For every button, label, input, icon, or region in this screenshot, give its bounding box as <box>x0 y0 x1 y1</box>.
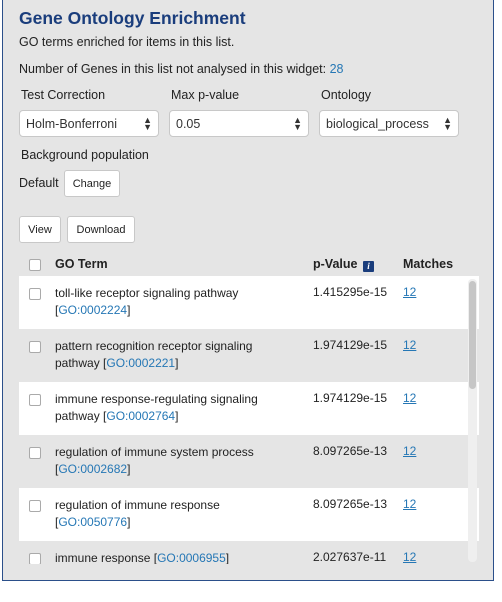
results-table-body: toll-like receptor signaling pathway [GO:… <box>19 276 479 564</box>
header-pvalue-label: p-Value <box>313 257 358 271</box>
go-term-cell: toll-like receptor signaling pathway [GO:… <box>55 286 239 317</box>
pvalue-cell: 8.097265e-13 <box>313 444 388 458</box>
change-background-button[interactable]: Change <box>64 170 120 197</box>
max-pvalue-select[interactable]: 0.05 ▲ ▼ <box>169 110 309 137</box>
matches-link[interactable]: 12 <box>403 497 417 511</box>
table-header: GO Term p-Value i Matches <box>19 250 479 274</box>
row-checkbox[interactable] <box>29 288 41 300</box>
go-term-name: immune response-regulating signaling pat… <box>55 392 258 423</box>
row-checkbox[interactable] <box>29 447 41 459</box>
go-id-link[interactable]: GO:0002682 <box>58 462 128 476</box>
test-correction-select[interactable]: Holm-Bonferroni ▲ ▼ <box>19 110 159 137</box>
go-term-name: toll-like receptor signaling pathway <box>55 286 239 300</box>
header-pvalue: p-Value i <box>313 257 374 272</box>
go-term-name: pattern recognition receptor signaling p… <box>55 339 253 370</box>
not-analysed-count-link[interactable]: 28 <box>329 62 344 76</box>
up-down-arrows-icon: ▲ ▼ <box>443 114 452 132</box>
background-default-label: Default <box>19 176 59 190</box>
row-checkbox[interactable] <box>29 553 41 564</box>
max-pvalue-label: Max p-value <box>171 88 240 102</box>
select-all-checkbox[interactable] <box>29 259 41 271</box>
info-icon[interactable]: i <box>362 261 374 272</box>
widget-title: Gene Ontology Enrichment <box>19 8 246 28</box>
go-id-link[interactable]: GO:0002221 <box>106 356 176 370</box>
go-term-name: regulation of immune system process <box>55 445 254 459</box>
download-button[interactable]: Download <box>67 216 135 243</box>
header-go-term: GO Term <box>55 257 108 271</box>
go-id-link[interactable]: GO:0002224 <box>58 303 128 317</box>
table-row: immune response [GO:0006955] 2.027637e-1… <box>19 541 479 564</box>
go-id-link[interactable]: GO:0050776 <box>58 515 128 529</box>
max-pvalue-value: 0.05 <box>176 116 201 131</box>
test-correction-value: Holm-Bonferroni <box>26 116 118 131</box>
matches-link[interactable]: 12 <box>403 444 417 458</box>
ontology-label: Ontology <box>321 88 372 102</box>
table-row: toll-like receptor signaling pathway [GO:… <box>19 276 479 329</box>
not-analysed-label: Number of Genes in this list not analyse… <box>19 62 330 76</box>
matches-link[interactable]: 12 <box>403 550 417 564</box>
not-analysed-text: Number of Genes in this list not analyse… <box>19 62 343 76</box>
go-term-cell: regulation of immune system process [GO:0… <box>55 445 254 476</box>
matches-link[interactable]: 12 <box>403 391 417 405</box>
pvalue-cell: 1.415295e-15 <box>313 285 388 299</box>
ontology-value: biological_process <box>326 116 429 131</box>
go-term-cell: regulation of immune response [GO:0050776… <box>55 498 220 529</box>
go-term-cell: immune response [GO:0006955] <box>55 551 230 564</box>
header-matches: Matches <box>403 257 454 271</box>
matches-link[interactable]: 12 <box>403 285 417 299</box>
go-term-cell: immune response-regulating signaling pat… <box>55 392 258 423</box>
widget-subtitle: GO terms enriched for items in this list… <box>19 35 235 49</box>
go-term-name: immune response <box>55 551 151 564</box>
pvalue-cell: 2.027637e-11 <box>313 550 387 564</box>
go-term-cell: pattern recognition receptor signaling p… <box>55 339 253 370</box>
pvalue-cell: 8.097265e-13 <box>313 497 388 511</box>
table-row: immune response-regulating signaling pat… <box>19 382 479 435</box>
row-checkbox[interactable] <box>29 394 41 406</box>
view-button[interactable]: View <box>19 216 61 243</box>
up-down-arrows-icon: ▲ ▼ <box>143 114 152 132</box>
matches-link[interactable]: 12 <box>403 338 417 352</box>
go-term-name: regulation of immune response <box>55 498 220 512</box>
go-id-link[interactable]: GO:0002764 <box>106 409 176 423</box>
background-population-label: Background population <box>21 148 149 162</box>
row-checkbox[interactable] <box>29 341 41 353</box>
scrollbar-thumb[interactable] <box>469 281 476 389</box>
up-down-arrows-icon: ▲ ▼ <box>293 114 302 132</box>
row-checkbox[interactable] <box>29 500 41 512</box>
test-correction-label: Test Correction <box>21 88 106 102</box>
go-id-link[interactable]: GO:0006955 <box>157 551 226 564</box>
table-row: regulation of immune system process [GO:0… <box>19 435 479 488</box>
pvalue-cell: 1.974129e-15 <box>313 391 388 405</box>
table-scrollbar[interactable] <box>468 279 477 562</box>
go-enrichment-widget: Gene Ontology Enrichment GO terms enrich… <box>2 0 494 581</box>
ontology-select[interactable]: biological_process ▲ ▼ <box>319 110 459 137</box>
table-row: regulation of immune response [GO:0050776… <box>19 488 479 541</box>
table-row: pattern recognition receptor signaling p… <box>19 329 479 382</box>
pvalue-cell: 1.974129e-15 <box>313 338 388 352</box>
